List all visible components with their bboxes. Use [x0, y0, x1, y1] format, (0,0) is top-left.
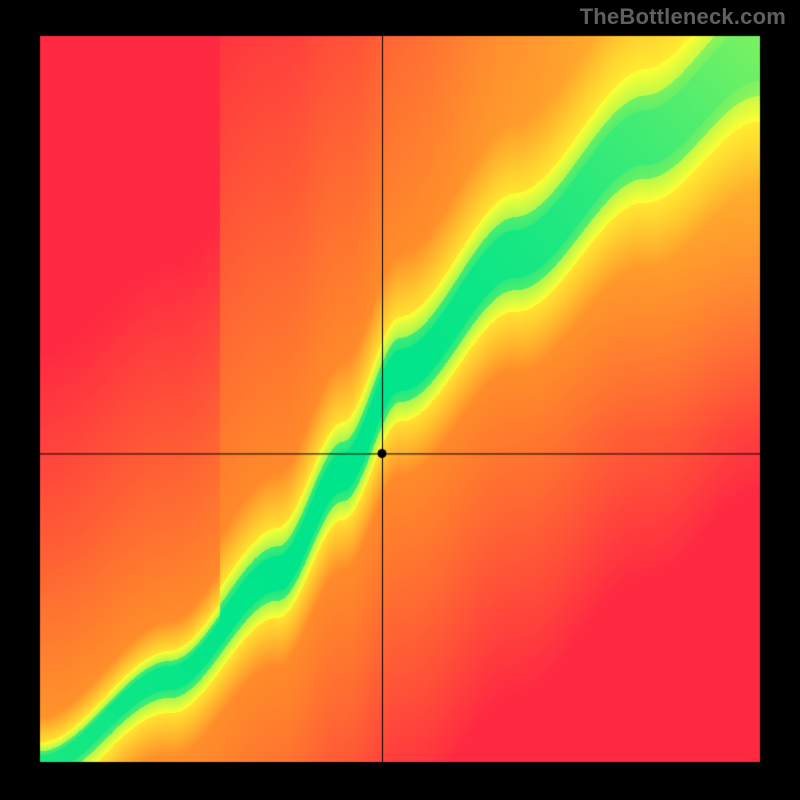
bottleneck-heatmap	[0, 0, 800, 800]
watermark-text: TheBottleneck.com	[580, 4, 786, 30]
